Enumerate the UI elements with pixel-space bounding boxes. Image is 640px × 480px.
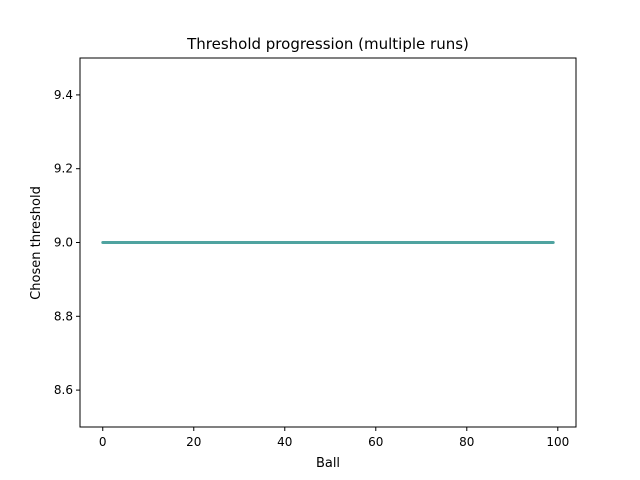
x-tick-label: 80 [459,435,474,449]
x-tick-label: 0 [99,435,107,449]
y-axis-label: Chosen threshold [29,186,44,300]
x-tick-label: 20 [186,435,201,449]
x-tick-label: 100 [546,435,569,449]
y-tick-label: 8.8 [54,309,73,323]
y-tick-label: 9.4 [54,88,73,102]
x-axis-label: Ball [316,456,340,471]
y-tick-label: 9.0 [54,236,73,250]
y-tick-label: 8.6 [54,383,73,397]
y-tick-label: 9.2 [54,162,73,176]
x-tick-label: 40 [277,435,292,449]
chart-title: Threshold progression (multiple runs) [186,35,469,53]
x-tick-label: 60 [368,435,383,449]
x-axis-ticks: 0 20 40 60 80 100 [99,427,569,449]
y-axis-ticks: 8.6 8.8 9.0 9.2 9.4 [54,88,80,397]
